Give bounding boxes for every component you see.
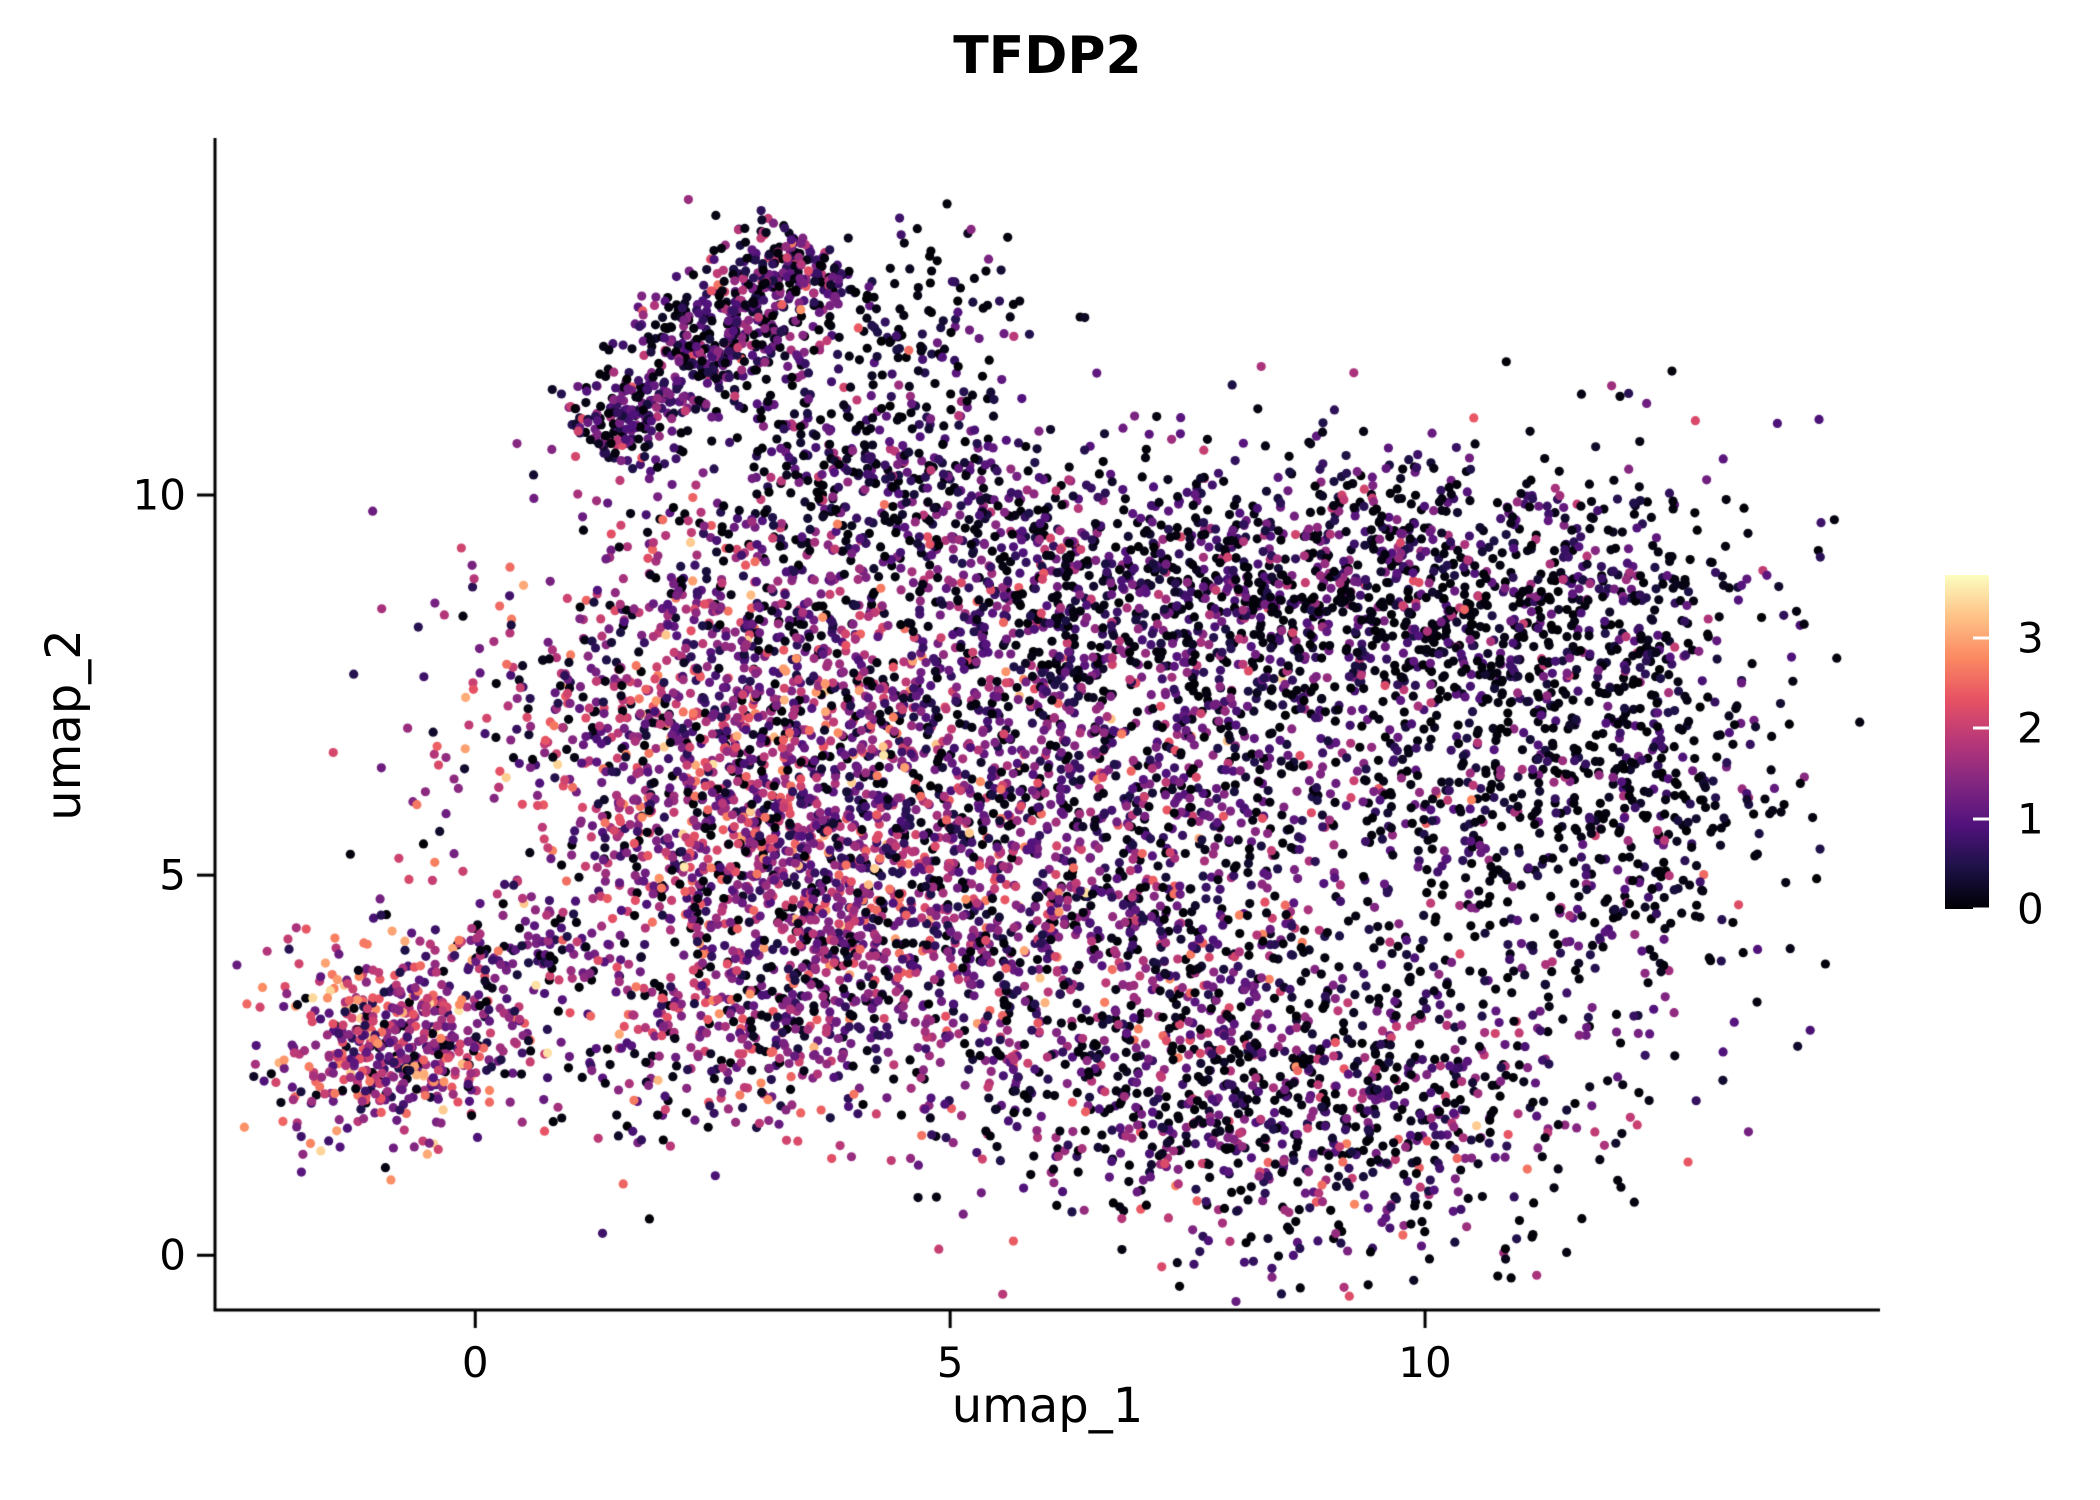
x-tick-label: 10 [1398, 1338, 1452, 1387]
y-axis-label: umap_2 [36, 629, 92, 821]
colorbar-tick [1973, 907, 1989, 911]
x-axis-label: umap_1 [951, 1378, 1144, 1434]
colorbar-tick-label: 3 [2017, 613, 2044, 663]
colorbar-tick [1973, 636, 1989, 640]
y-tick-label: 10 [132, 470, 186, 520]
x-tick-label: 0 [461, 1338, 489, 1387]
colorbar-tick-label: 0 [2017, 884, 2044, 934]
colorbar-tick [1973, 726, 1989, 730]
y-tick-label: 5 [159, 850, 186, 900]
x-tick-label: 5 [936, 1338, 964, 1387]
colorbar-gradient [1945, 575, 1989, 909]
chart-title: TFDP2 [953, 26, 1142, 86]
colorbar-tick-label: 2 [2017, 703, 2044, 753]
colorbar-tick-label: 1 [2017, 794, 2044, 844]
colorbar-tick [1973, 817, 1989, 821]
y-tick-label: 0 [159, 1230, 186, 1280]
colorbar [1945, 575, 1989, 911]
